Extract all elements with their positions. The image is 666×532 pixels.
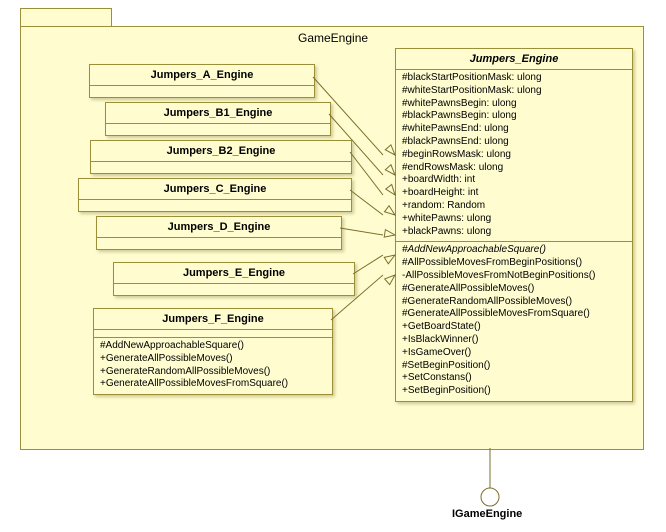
class-title: Jumpers_E_Engine bbox=[114, 263, 354, 284]
operation: +GetBoardState() bbox=[402, 321, 626, 334]
class-title: Jumpers_A_Engine bbox=[90, 65, 314, 86]
attribute: #whiteStartPositionMask: ulong bbox=[402, 85, 626, 98]
operation: +SetConstans() bbox=[402, 372, 626, 385]
operations-section: #AddNewApproachableSquare()+GenerateAllP… bbox=[94, 338, 332, 394]
operation: -AllPossibleMovesFromNotBeginPositions() bbox=[402, 270, 626, 283]
attribute: +boardHeight: int bbox=[402, 187, 626, 200]
operation: +IsGameOver() bbox=[402, 347, 626, 360]
package-tab bbox=[20, 8, 112, 27]
attribute: +whitePawns: ulong bbox=[402, 213, 626, 226]
package-title: GameEngine bbox=[298, 31, 368, 45]
attribute: #blackStartPositionMask: ulong bbox=[402, 72, 626, 85]
operation: #GenerateAllPossibleMoves() bbox=[402, 283, 626, 296]
attributes-section bbox=[97, 238, 341, 249]
operation: #SetBeginPosition() bbox=[402, 360, 626, 373]
operation: #GenerateRandomAllPossibleMoves() bbox=[402, 296, 626, 309]
class-title: Jumpers_Engine bbox=[396, 49, 632, 70]
class-jumpers-c-engine: Jumpers_C_Engine bbox=[78, 178, 352, 212]
attributes-section bbox=[94, 330, 332, 338]
attributes-section bbox=[90, 86, 314, 97]
attributes-section bbox=[91, 162, 351, 173]
operations-section: #AddNewApproachableSquare()#AllPossibleM… bbox=[396, 242, 632, 401]
attribute: #whitePawnsBegin: ulong bbox=[402, 98, 626, 111]
operation: +GenerateAllPossibleMoves() bbox=[100, 353, 326, 366]
attribute: +random: Random bbox=[402, 200, 626, 213]
attribute: #endRowsMask: ulong bbox=[402, 162, 626, 175]
attribute: #whitePawnsEnd: ulong bbox=[402, 123, 626, 136]
operation: #AllPossibleMovesFromBeginPositions() bbox=[402, 257, 626, 270]
class-jumpers-e-engine: Jumpers_E_Engine bbox=[113, 262, 355, 296]
class-title: Jumpers_C_Engine bbox=[79, 179, 351, 200]
class-title: Jumpers_B2_Engine bbox=[91, 141, 351, 162]
class-title: Jumpers_D_Engine bbox=[97, 217, 341, 238]
attribute: #blackPawnsEnd: ulong bbox=[402, 136, 626, 149]
operation: #GenerateAllPossibleMovesFromSquare() bbox=[402, 308, 626, 321]
interface-label: IGameEngine bbox=[452, 508, 522, 520]
attributes-section bbox=[106, 124, 330, 135]
operation: +GenerateAllPossibleMovesFromSquare() bbox=[100, 378, 326, 391]
class-jumpers-engine: Jumpers_Engine #blackStartPositionMask: … bbox=[395, 48, 633, 402]
attributes-section: #blackStartPositionMask: ulong#whiteStar… bbox=[396, 70, 632, 242]
operation: +GenerateRandomAllPossibleMoves() bbox=[100, 366, 326, 379]
attribute: #beginRowsMask: ulong bbox=[402, 149, 626, 162]
operation: +IsBlackWinner() bbox=[402, 334, 626, 347]
attribute: +boardWidth: int bbox=[402, 174, 626, 187]
attributes-section bbox=[114, 284, 354, 295]
class-jumpers-f-engine: Jumpers_F_Engine #AddNewApproachableSquar… bbox=[93, 308, 333, 395]
attribute: #blackPawnsBegin: ulong bbox=[402, 110, 626, 123]
operation: +SetBeginPosition() bbox=[402, 385, 626, 398]
class-jumpers-d-engine: Jumpers_D_Engine bbox=[96, 216, 342, 250]
operation: #AddNewApproachableSquare() bbox=[100, 340, 326, 353]
class-title: Jumpers_B1_Engine bbox=[106, 103, 330, 124]
class-jumpers-a-engine: Jumpers_A_Engine bbox=[89, 64, 315, 98]
operation: #AddNewApproachableSquare() bbox=[402, 244, 626, 257]
class-jumpers-b1-engine: Jumpers_B1_Engine bbox=[105, 102, 331, 136]
class-jumpers-b2-engine: Jumpers_B2_Engine bbox=[90, 140, 352, 174]
attributes-section bbox=[79, 200, 351, 211]
attribute: +blackPawns: ulong bbox=[402, 226, 626, 239]
class-title: Jumpers_F_Engine bbox=[94, 309, 332, 330]
